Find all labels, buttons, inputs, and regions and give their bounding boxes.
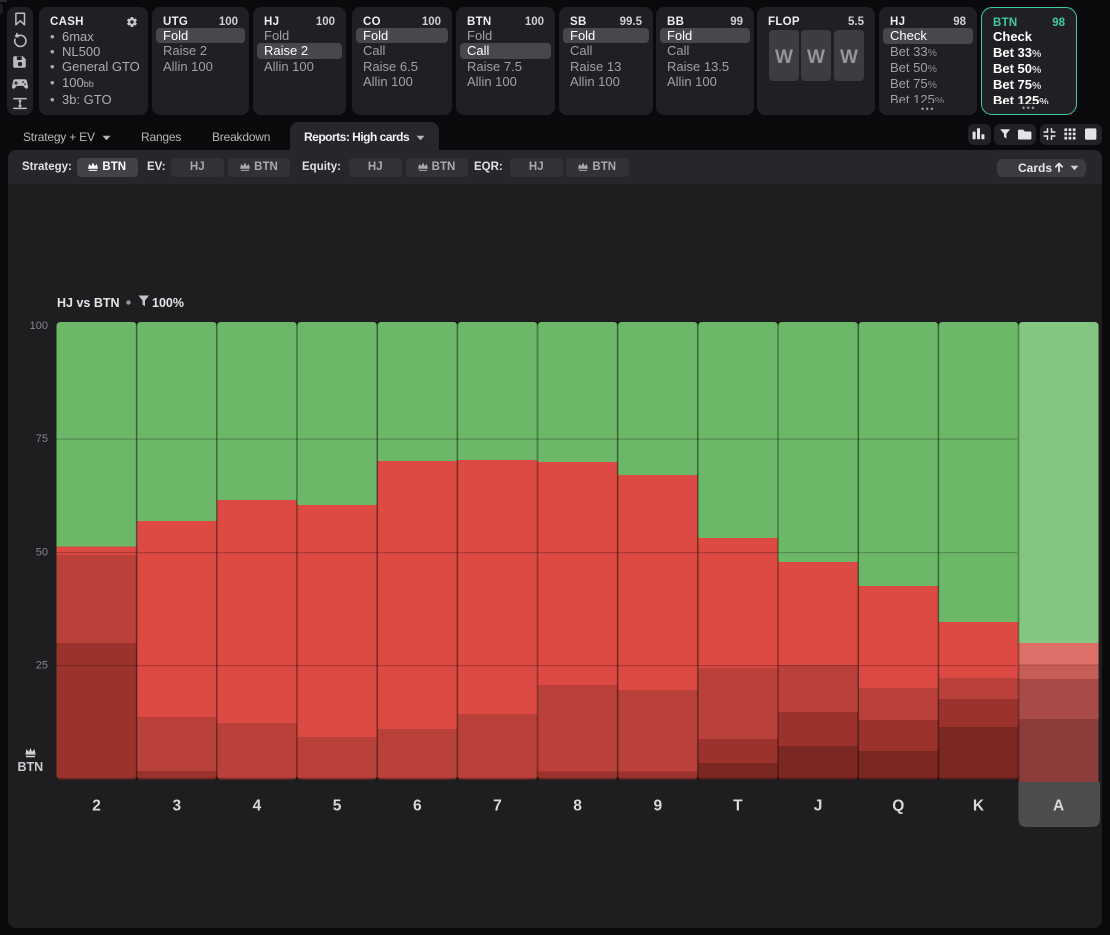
svg-text:W: W — [807, 47, 825, 68]
svg-text:7: 7 — [493, 798, 502, 815]
svg-text:75: 75 — [36, 433, 48, 445]
svg-text:2: 2 — [92, 798, 101, 815]
svg-text:T: T — [733, 798, 743, 815]
svg-text:W: W — [840, 47, 858, 68]
svg-text:25: 25 — [36, 660, 48, 672]
svg-text:K: K — [973, 798, 985, 815]
svg-text:6: 6 — [413, 798, 422, 815]
svg-text:9: 9 — [653, 798, 662, 815]
svg-text:5: 5 — [333, 798, 342, 815]
svg-text:J: J — [814, 798, 823, 815]
svg-text:W: W — [775, 47, 793, 68]
svg-text:Q: Q — [892, 798, 904, 815]
svg-text:4: 4 — [253, 798, 262, 815]
svg-text:BTN: BTN — [17, 760, 43, 774]
svg-text:HJ vs BTN: HJ vs BTN — [57, 296, 120, 310]
svg-text:8: 8 — [573, 798, 582, 815]
svg-text:100%: 100% — [152, 296, 184, 310]
svg-text:A: A — [1053, 798, 1064, 815]
svg-text:3: 3 — [172, 798, 181, 815]
svg-text:50: 50 — [36, 547, 48, 559]
svg-text:100: 100 — [30, 320, 48, 332]
